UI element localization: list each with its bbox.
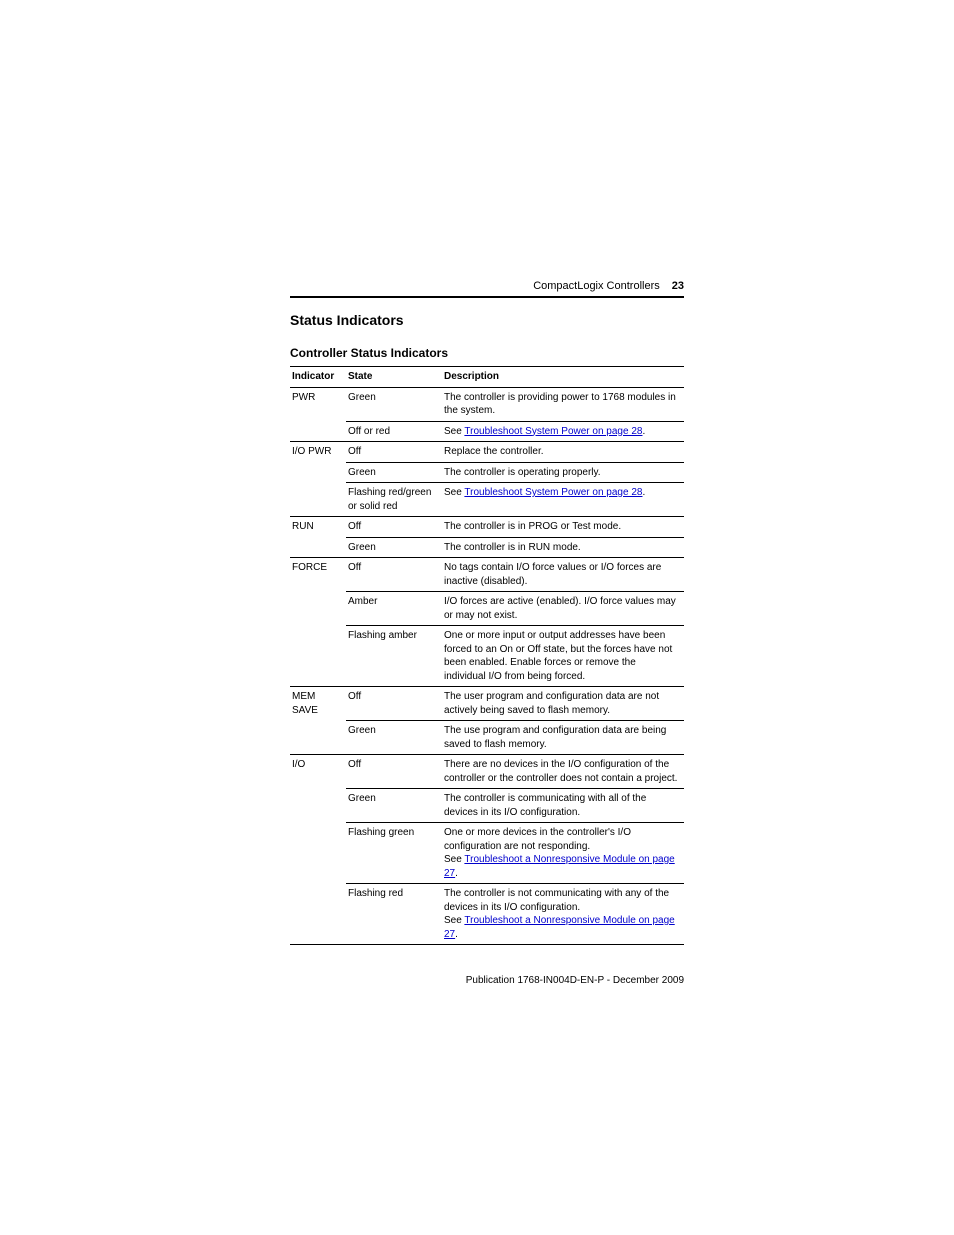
- cell-description: The use program and configuration data a…: [442, 721, 684, 755]
- table-row: PWRGreenThe controller is providing powe…: [290, 387, 684, 421]
- table-row: RUNOffThe controller is in PROG or Test …: [290, 517, 684, 538]
- cell-state: Green: [346, 462, 442, 483]
- section-title: Status Indicators: [290, 312, 684, 328]
- table-row: I/O PWROffReplace the controller.: [290, 442, 684, 463]
- page-header: CompactLogix Controllers 23: [290, 280, 684, 298]
- cell-description: See Troubleshoot System Power on page 28…: [442, 483, 684, 517]
- link[interactable]: Troubleshoot a Nonresponsive Module on p…: [444, 915, 675, 940]
- status-table: Indicator State Description PWRGreenThe …: [290, 366, 684, 945]
- cell-description: One or more devices in the controller's …: [442, 823, 684, 884]
- cell-state: Flashing red: [346, 884, 442, 945]
- table-row: GreenThe use program and configuration d…: [290, 721, 684, 755]
- cell-state: Flashing red/green or solid red: [346, 483, 442, 517]
- table-header-row: Indicator State Description: [290, 367, 684, 388]
- table-row: MEM SAVEOffThe user program and configur…: [290, 687, 684, 721]
- table-row: Flashing greenOne or more devices in the…: [290, 823, 684, 884]
- cell-description: The controller is not communicating with…: [442, 884, 684, 945]
- link[interactable]: Troubleshoot System Power on page 28: [464, 487, 642, 498]
- cell-state: Flashing amber: [346, 626, 442, 687]
- header-title: CompactLogix Controllers: [533, 280, 660, 292]
- cell-description: The controller is providing power to 176…: [442, 387, 684, 421]
- header-page-number: 23: [672, 280, 684, 292]
- cell-indicator: I/O PWR: [290, 442, 346, 517]
- cell-state: Off: [346, 687, 442, 721]
- table-row: Flashing red/green or solid redSee Troub…: [290, 483, 684, 517]
- cell-state: Green: [346, 537, 442, 558]
- cell-state: Amber: [346, 592, 442, 626]
- cell-description: Replace the controller.: [442, 442, 684, 463]
- page: CompactLogix Controllers 23 Status Indic…: [0, 0, 954, 1046]
- cell-indicator: RUN: [290, 517, 346, 558]
- link[interactable]: Troubleshoot a Nonresponsive Module on p…: [444, 854, 675, 879]
- cell-description: The controller is in PROG or Test mode.: [442, 517, 684, 538]
- cell-description: The controller is in RUN mode.: [442, 537, 684, 558]
- cell-indicator: I/O: [290, 755, 346, 945]
- cell-indicator: MEM SAVE: [290, 687, 346, 755]
- cell-description: No tags contain I/O force values or I/O …: [442, 558, 684, 592]
- table-row: Off or redSee Troubleshoot System Power …: [290, 421, 684, 442]
- cell-indicator: PWR: [290, 387, 346, 442]
- cell-state: Green: [346, 387, 442, 421]
- link[interactable]: Troubleshoot System Power on page 28: [464, 426, 642, 437]
- cell-description: The controller is operating properly.: [442, 462, 684, 483]
- cell-state: Off: [346, 517, 442, 538]
- cell-description: The controller is communicating with all…: [442, 789, 684, 823]
- cell-state: Green: [346, 789, 442, 823]
- table-row: Flashing amberOne or more input or outpu…: [290, 626, 684, 687]
- table-row: FORCEOffNo tags contain I/O force values…: [290, 558, 684, 592]
- table-row: AmberI/O forces are active (enabled). I/…: [290, 592, 684, 626]
- cell-indicator: FORCE: [290, 558, 346, 687]
- table-row: GreenThe controller is in RUN mode.: [290, 537, 684, 558]
- col-description: Description: [442, 367, 684, 388]
- table-row: Flashing redThe controller is not commun…: [290, 884, 684, 945]
- footer-code: 1768-IN004D-EN-P - December 2009: [517, 975, 684, 986]
- cell-state: Off: [346, 755, 442, 789]
- cell-state: Green: [346, 721, 442, 755]
- cell-state: Off or red: [346, 421, 442, 442]
- table-row: GreenThe controller is operating properl…: [290, 462, 684, 483]
- cell-state: Off: [346, 558, 442, 592]
- table-row: GreenThe controller is communicating wit…: [290, 789, 684, 823]
- cell-description: One or more input or output addresses ha…: [442, 626, 684, 687]
- col-state: State: [346, 367, 442, 388]
- page-footer: Publication 1768-IN004D-EN-P - December …: [290, 975, 684, 986]
- subsection-title: Controller Status Indicators: [290, 346, 684, 360]
- cell-state: Off: [346, 442, 442, 463]
- cell-description: There are no devices in the I/O configur…: [442, 755, 684, 789]
- cell-description: I/O forces are active (enabled). I/O for…: [442, 592, 684, 626]
- cell-description: See Troubleshoot System Power on page 28…: [442, 421, 684, 442]
- cell-description: The user program and configuration data …: [442, 687, 684, 721]
- footer-prefix: Publication: [466, 975, 518, 986]
- col-indicator: Indicator: [290, 367, 346, 388]
- table-row: I/OOffThere are no devices in the I/O co…: [290, 755, 684, 789]
- cell-state: Flashing green: [346, 823, 442, 884]
